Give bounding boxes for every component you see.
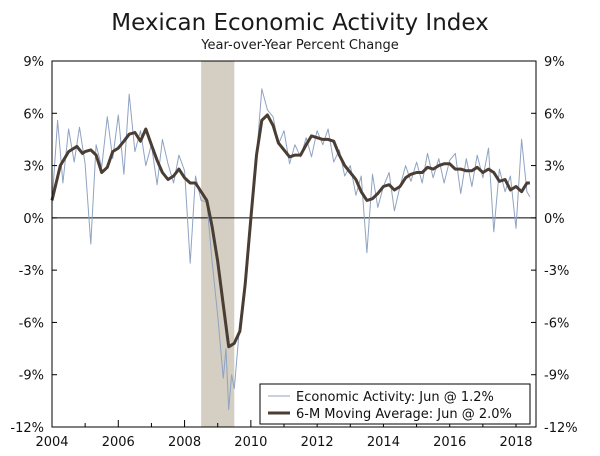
y-tick-label-right: -12% (544, 421, 578, 436)
y-tick-label-left: -3% (19, 264, 44, 279)
series-line-economic-activity (51, 88, 531, 411)
y-tick-label-left: 3% (23, 160, 44, 175)
x-tick-label: 2004 (35, 435, 68, 450)
x-tick-label: 2010 (234, 435, 267, 450)
x-tick-label: 2016 (433, 435, 466, 450)
legend: Economic Activity: Jun @ 1.2% 6-M Moving… (259, 383, 531, 425)
x-tick-label: 2018 (499, 435, 532, 450)
x-axis: 2004 2006 2008 2010 2012 2014 2016 2018 (35, 420, 533, 450)
x-tick-label: 2012 (301, 435, 334, 450)
y-tick-label-right: -6% (544, 316, 569, 331)
chart-subtitle: Year-over-Year Percent Change (200, 38, 398, 53)
legend-label-moving-average: 6-M Moving Average: Jun @ 2.0% (296, 407, 512, 422)
y-tick-label-left: -12% (10, 421, 44, 436)
series-line-moving-average (50, 113, 530, 349)
x-tick-label: 2006 (102, 435, 135, 450)
y-tick-label-right: 9% (544, 55, 565, 70)
y-tick-label-right: 3% (544, 160, 565, 175)
y-tick-label-right: -9% (544, 369, 569, 384)
plot-frame (51, 60, 537, 428)
y-tick-label-left: 0% (23, 212, 44, 227)
series-layer (50, 88, 531, 411)
y-tick-label-right: 6% (544, 107, 565, 122)
y-tick-label-left: -6% (19, 316, 44, 331)
y-tick-label-right: 0% (544, 212, 565, 227)
left-y-axis: 9% 6% 3% 0% -3% -6% -9% -12% (10, 55, 57, 436)
recession-band (201, 61, 235, 427)
x-tick-label: 2014 (367, 435, 400, 450)
legend-box (259, 383, 531, 425)
y-tick-label-left: 6% (23, 107, 44, 122)
y-tick-label-right: -3% (544, 264, 569, 279)
y-tick-label-left: 9% (23, 55, 44, 70)
right-y-axis: 9% 6% 3% 0% -3% -6% -9% -12% (531, 55, 578, 436)
chart-title: Mexican Economic Activity Index (111, 10, 489, 36)
legend-label-economic-activity: Economic Activity: Jun @ 1.2% (296, 390, 494, 405)
x-tick-label: 2008 (168, 435, 201, 450)
y-tick-label-left: -9% (19, 369, 44, 384)
